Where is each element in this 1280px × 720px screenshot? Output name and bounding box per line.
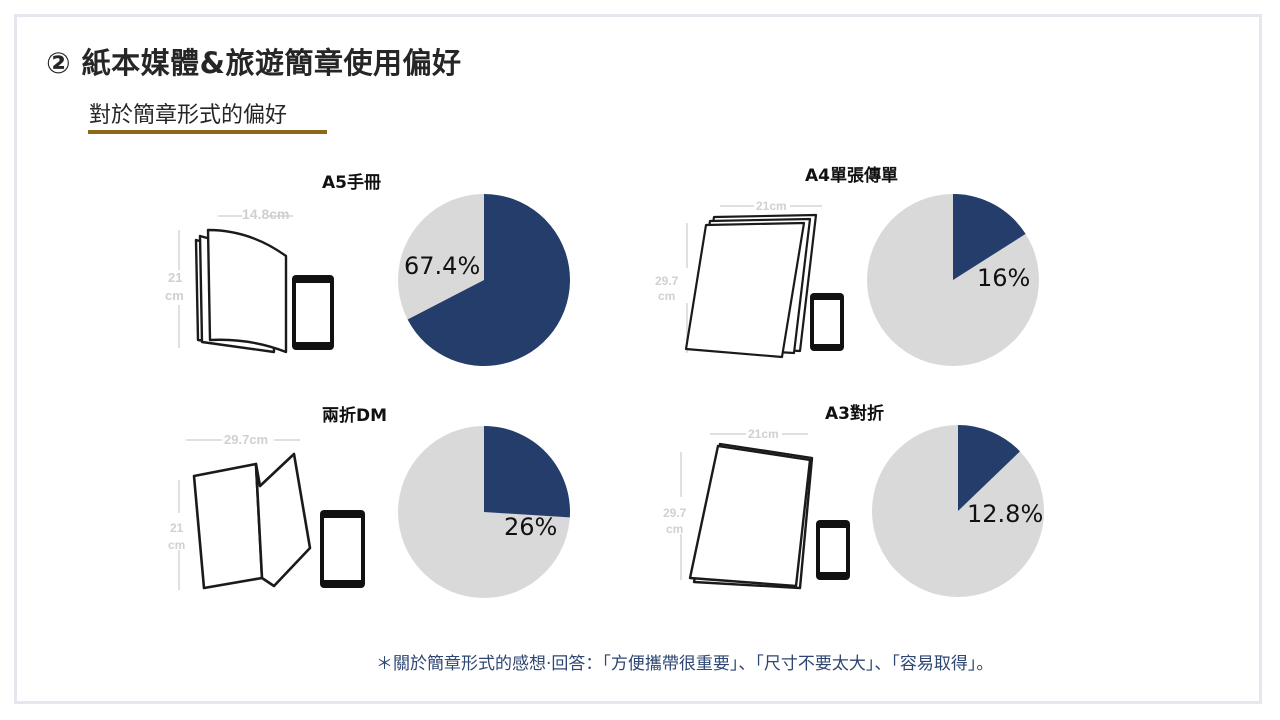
- height-unit: cm: [666, 522, 683, 536]
- size-dimension-lines: [178, 215, 293, 348]
- phone-icon: [816, 520, 850, 580]
- a3-shape: [688, 442, 814, 590]
- footnote: ＊關於簡章形式的感想‧回答：「方便攜帶很重要」、「尺寸不要太大」、「容易取得」。: [376, 654, 994, 674]
- width-label: 21cm: [748, 427, 779, 441]
- height-unit: cm: [658, 289, 675, 303]
- section-subtitle: 對於簡章形式的偏好: [89, 103, 288, 128]
- pie-slice-value: [407, 194, 571, 366]
- size-dimension-lines: [178, 439, 300, 590]
- slice-label-a5: 67.4%: [404, 252, 481, 280]
- slice-label-dm: 26%: [504, 513, 558, 541]
- pie-chart-a3: [872, 425, 1044, 597]
- height-number: 21: [170, 521, 184, 535]
- height-number: 29.7: [663, 506, 687, 520]
- height-number: 29.7: [655, 274, 679, 288]
- flyer-shape: [684, 213, 818, 359]
- height-number: 21: [168, 270, 182, 285]
- pie-slice-value: [484, 426, 570, 518]
- height-unit: cm: [165, 288, 184, 303]
- pie-slice-value: [958, 425, 1020, 511]
- chart-title-a4: A4單張傳單: [805, 166, 898, 186]
- pie-chart-a5: [398, 194, 571, 366]
- width-label: 14.8cm: [242, 206, 289, 222]
- page-title: ② 紙本媒體&旅遊簡章使用偏好: [46, 46, 462, 80]
- size-dimension-lines: [680, 433, 808, 580]
- slice-label-a4: 16%: [977, 264, 1031, 292]
- phone-icon: [292, 275, 334, 350]
- chart-title-a5: A5手冊: [322, 173, 381, 193]
- bifold-shape: [192, 452, 312, 590]
- phone-icon: [810, 293, 844, 351]
- subtitle-underline: [88, 130, 327, 134]
- a5-booklet-illustration: 14.8cm 21 cm: [165, 206, 334, 354]
- phone-icon: [320, 510, 365, 588]
- booklet-shape: [194, 228, 288, 354]
- bifold-dm-illustration: 29.7cm 21 cm: [168, 432, 365, 590]
- height-unit: cm: [168, 538, 185, 552]
- a4-flyer-illustration: 21cm 29.7 cm: [655, 199, 844, 359]
- slide-frame: [14, 14, 1262, 704]
- width-label: 21cm: [756, 199, 787, 213]
- a3-fold-illustration: 21cm 29.7 cm: [663, 427, 850, 590]
- pie-chart-a4: [867, 194, 1039, 366]
- pie-chart-dm: [398, 426, 570, 598]
- pie-slice-value: [953, 194, 1026, 280]
- slice-label-a3: 12.8%: [967, 500, 1044, 528]
- chart-title-a3: A3對折: [825, 404, 884, 424]
- width-label: 29.7cm: [224, 432, 268, 447]
- chart-title-dm: 兩折DM: [322, 406, 388, 426]
